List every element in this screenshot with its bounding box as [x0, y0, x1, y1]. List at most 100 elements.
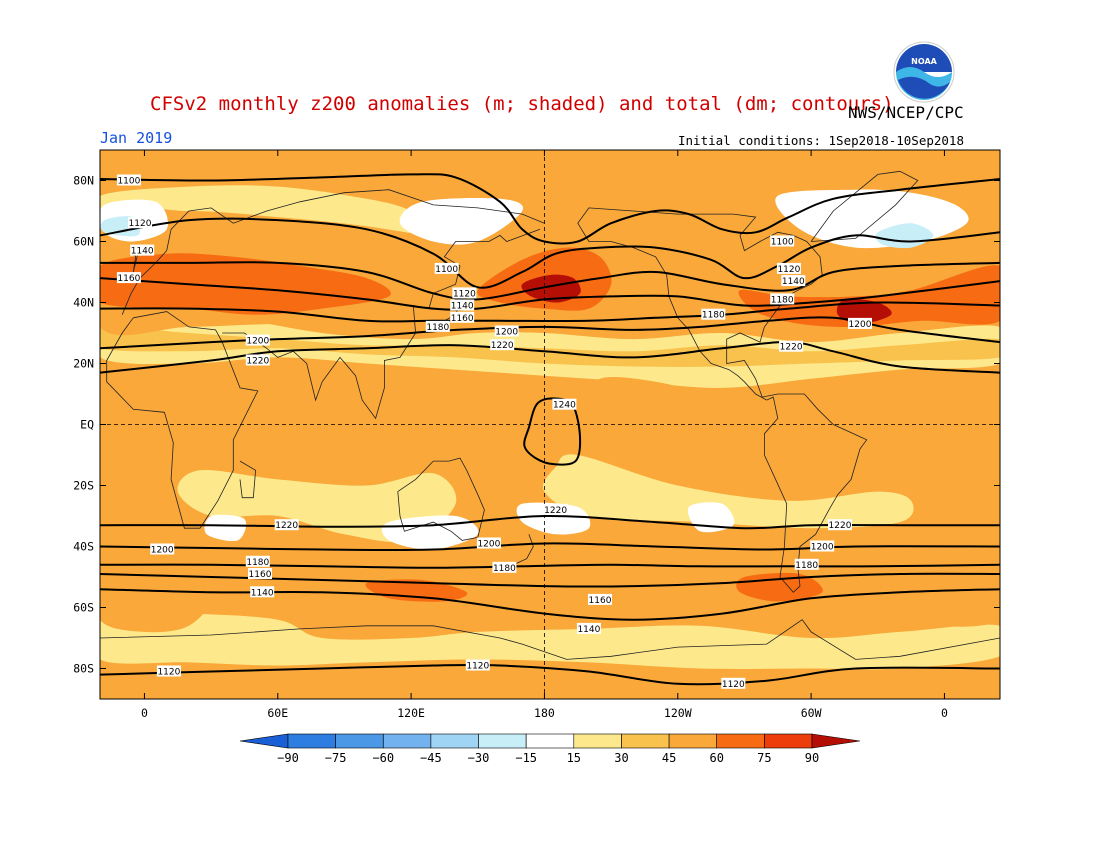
contour-label: 1140 [130, 244, 155, 257]
lon-tick-label: 60W [801, 706, 822, 720]
contour-label-text: 1220 [780, 343, 803, 353]
contour-label: 1120 [128, 217, 152, 229]
contour-1240 [523, 397, 582, 466]
colorbar-swatch [430, 733, 479, 749]
contour-label: 1200 [150, 543, 175, 556]
contour-label: 1120 [452, 287, 477, 299]
contour-label-text: 1140 [451, 302, 474, 312]
lat-tick-label: 80S [73, 662, 94, 676]
contour-1120 [100, 217, 1000, 289]
contour-label: 1180 [492, 561, 517, 574]
lon-tick-label: 180 [534, 706, 555, 720]
contour-1160 [100, 277, 1000, 311]
contour-1180 [100, 301, 1000, 323]
colorbar-swatch [478, 733, 527, 749]
colorbar-level-label: 90 [805, 751, 819, 765]
contour-1140 [100, 261, 1000, 301]
contour-1100 [100, 173, 1000, 245]
colorbar-level-label: 60 [709, 751, 723, 765]
contour-label-text: 1120 [466, 662, 489, 672]
contour-label-text: 1120 [777, 265, 800, 275]
lat-tick-label: 20S [73, 479, 94, 493]
contour-label-text: 1160 [589, 596, 612, 606]
contour-label-text: 1140 [251, 588, 274, 598]
colorbar-swatch [525, 733, 575, 749]
colorbar-level-label: −75 [325, 751, 347, 765]
anomaly-region [896, 570, 1000, 627]
contour-labels: 1100 1120 1140 1160 1200 1220 1100 1120 1140 1160… [116, 174, 872, 690]
lat-tick-label: 60N [73, 235, 94, 249]
anomaly-region [100, 253, 391, 315]
anomaly-region [365, 579, 468, 602]
contour-label: 1160 [588, 593, 612, 606]
contour-label: 1120 [776, 262, 801, 275]
noaa-logo-text: NOAA [911, 57, 937, 66]
lat-tick-label: EQ [80, 418, 94, 432]
contour-label: 1140 [781, 275, 806, 287]
colorbar-level-label: 45 [662, 751, 676, 765]
contour-label-text: 1240 [553, 401, 576, 411]
contour-label-text: 1200 [151, 546, 174, 556]
contour-label: 1200 [476, 537, 501, 550]
lat-tick-label: 20N [73, 357, 94, 371]
colorbar-swatch [335, 733, 384, 749]
contour-label: 1100 [434, 262, 459, 275]
colorbar-swatch [287, 733, 336, 749]
contour-label: 1220 [274, 519, 299, 531]
contour-label: 1180 [770, 293, 795, 305]
colorbar-level-label: 30 [614, 751, 628, 765]
colorbar-level-label: −90 [277, 751, 299, 765]
lon-tick-label: 0 [141, 706, 148, 720]
contour-label-text: 1120 [129, 219, 152, 229]
anomaly-region [542, 454, 914, 529]
contour-label-text: 1120 [453, 289, 476, 299]
contour-label: 1120 [465, 659, 490, 672]
lat-tick-label: 60S [73, 601, 94, 615]
contour-label: 1220 [543, 503, 568, 516]
contour-label-text: 1100 [771, 238, 794, 248]
lat-tick-label: 40N [73, 296, 94, 310]
contour-label-text: 1160 [451, 314, 474, 324]
contour-1220 [100, 341, 1000, 374]
contour-label: 1220 [828, 519, 852, 531]
contour-label-text: 1120 [722, 680, 745, 690]
lon-tick-label: 0 [941, 706, 948, 720]
colorbar-swatch [382, 733, 432, 749]
height-contours [100, 173, 1000, 686]
lat-tick-label: 80N [73, 174, 94, 188]
contour-label-text: 1100 [435, 265, 458, 275]
colorbar-level-label: −15 [515, 751, 537, 765]
contour-label: 1160 [116, 272, 141, 284]
lon-tick-label: 120W [664, 706, 692, 720]
contour-label-text: 1200 [246, 337, 269, 347]
contour-label-text: 1180 [702, 311, 725, 321]
contour-label-text: 1160 [117, 274, 140, 284]
contour-label: 1180 [701, 308, 726, 321]
coastline [513, 534, 534, 566]
contour-label-text: 1200 [477, 540, 500, 550]
colorbar-level-label: −60 [372, 751, 394, 765]
contour-label-text: 1180 [771, 295, 794, 305]
colorbar: −90 −75 −60 −45 −30 −15 15 30 45 60 75 90 [239, 733, 861, 765]
contour-label: 1200 [810, 540, 835, 553]
contour-label-text: 1140 [782, 277, 805, 287]
contour-label-text: 1160 [249, 570, 272, 580]
contour-label-text: 1180 [426, 323, 449, 333]
colorbar-level-label: −30 [468, 751, 490, 765]
contour-label-text: 1220 [829, 521, 852, 531]
axis-ticks: 80N 60N 40N 20N EQ 20S 40S 60S 80S 0 60E 120E 180 120… [73, 150, 1000, 720]
anomaly-region [204, 514, 247, 542]
colorbar-level-label: 75 [757, 751, 771, 765]
contour-label: 1120 [721, 677, 746, 690]
coastline [222, 228, 541, 420]
contour-label-text: 1180 [795, 561, 818, 571]
colorbar-swatch [621, 733, 670, 749]
contour-label-text: 1140 [577, 625, 600, 635]
contour-label: 1200 [848, 317, 872, 330]
contour-label-text: 1100 [117, 177, 140, 187]
contour-label: 1120 [156, 665, 181, 678]
anomaly-region [521, 274, 581, 303]
contour-label: 1220 [245, 354, 270, 367]
colorbar-high-arrow [811, 733, 861, 749]
